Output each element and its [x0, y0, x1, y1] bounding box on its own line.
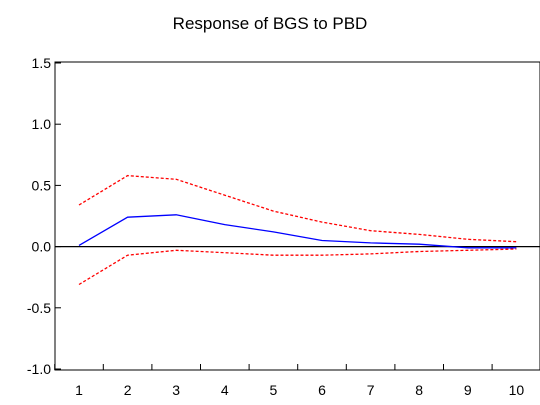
series-layer — [78, 174, 517, 286]
x-tick-label: 9 — [464, 382, 472, 398]
y-tick-label: -0.5 — [27, 300, 51, 316]
y-tick-label: 0.0 — [32, 239, 52, 255]
chart-title: Response of BGS to PBD — [172, 14, 368, 33]
x-tick-label: 6 — [318, 382, 326, 398]
y-axis: 1.5 1.0 0.5 0.0 -0.5 -1.0 — [27, 55, 61, 377]
y-tick-label: 1.0 — [32, 116, 52, 132]
series-upper-band — [78, 174, 517, 243]
series-response — [78, 214, 517, 249]
x-axis: 1 2 3 4 5 6 7 8 9 10 — [54, 364, 525, 398]
x-tick-label: 10 — [509, 382, 525, 398]
x-tick-label: 4 — [221, 382, 229, 398]
y-tick-label: -1.0 — [27, 361, 51, 377]
x-tick-label: 1 — [75, 382, 83, 398]
x-tick-label: 7 — [367, 382, 375, 398]
series-lower-band — [78, 248, 517, 286]
x-tick-label: 3 — [172, 382, 180, 398]
x-tick-label: 8 — [415, 382, 423, 398]
x-tick-label: 5 — [270, 382, 278, 398]
x-tick-label: 2 — [124, 382, 132, 398]
y-tick-label: 1.5 — [32, 55, 52, 71]
y-tick-label: 0.5 — [32, 177, 52, 193]
